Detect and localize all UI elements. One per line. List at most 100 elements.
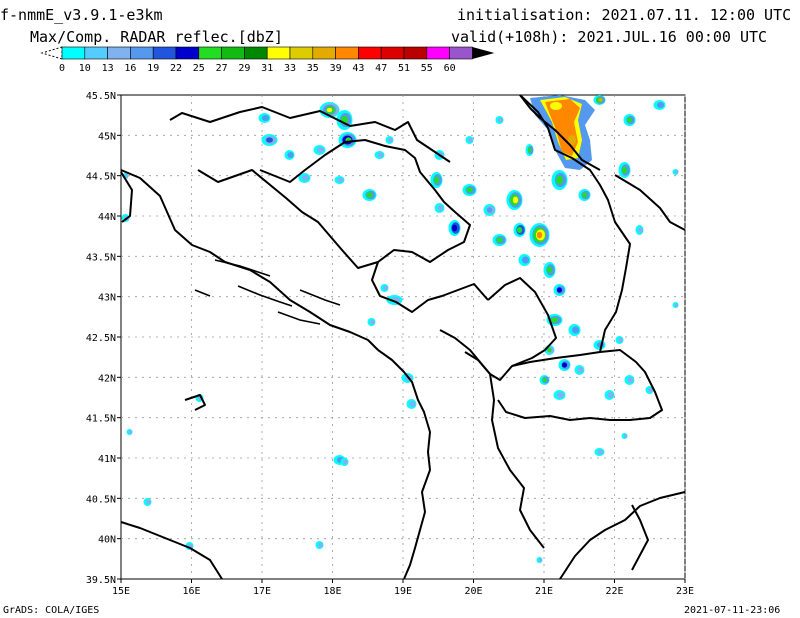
colorbar-box [358,46,382,60]
river-danube [519,94,601,171]
echo-cell [468,137,473,143]
latitude-label: 41N [98,454,116,465]
colorbar-label: 22 [170,63,182,74]
colorbar-label: 29 [238,63,250,74]
echo-cell [377,152,384,158]
colorbar-box [130,46,154,60]
longitude-label: 22E [605,586,623,596]
echo-cell [538,558,543,562]
longitude-label: 19E [394,586,412,596]
colorbar-label: 19 [147,63,159,74]
echo-core [568,135,576,145]
echo-cell [437,205,444,211]
echo-cell [627,377,634,383]
colorbar-label: 51 [398,63,410,74]
colorbar-box [449,46,473,60]
echo-cell [577,367,584,373]
colorbar-label: 33 [284,63,296,74]
latitude-labels: 45.5N 45N 44.5N 44N 43.5N 43N 42.5N 42N 41.5N 41N… [86,91,116,586]
colorbar-label: 31 [261,63,273,74]
echo-cell [146,499,151,505]
echo-cell [607,392,614,398]
colorbar-label: 55 [421,63,433,74]
colorbar-label: 0 [59,63,65,74]
latitude-label: 42.5N [86,333,116,344]
coastlines-borders [120,94,686,580]
colorbar-box [221,46,245,60]
latitude-label: 44.5N [86,172,116,183]
coast-montenegro-albania [377,349,431,580]
echo-cell [383,285,388,291]
colorbar-box [335,46,359,60]
echo-cell [366,192,373,198]
colorbar-box [175,46,200,60]
border-bosnia [197,139,471,269]
border-macedonia [497,349,663,421]
colorbar-label: 43 [352,63,364,74]
echo-cell [337,177,344,183]
echo-cell [556,287,563,293]
colorbar-box [403,46,428,60]
echo-cell [521,256,530,264]
echo-cell [621,166,628,174]
echo-cell [388,137,393,143]
echo-cell [466,187,473,193]
latitude-label: 40N [98,535,116,546]
longitude-label: 20E [464,586,482,596]
footer-timestamp: 2021-07-11-23:06 [684,605,781,616]
echo-cell [674,303,679,307]
latitude-label: 45N [98,131,116,142]
echo-cell [301,175,310,181]
echo-cell [542,377,547,383]
echo-cell [656,102,665,108]
initialisation-time: initialisation: 2021.07.11. 12:00 UTC [457,6,792,24]
colorbar-label: 35 [307,63,319,74]
latitude-label: 42N [98,373,116,384]
echo-cell [561,362,568,368]
echo-cell [261,115,270,121]
echo-cell [638,227,643,233]
echo-cell [527,147,532,153]
echo-cell [547,347,552,353]
echo-cell [496,237,503,243]
colorbar-box [61,46,86,60]
echo-cell [516,227,523,233]
colorbar-label: 25 [193,63,205,74]
echo-cell [343,459,348,465]
echo-cell [486,207,493,213]
latitude-label: 45.5N [86,91,116,102]
colorbar-box [289,46,314,60]
colorbar-box [244,46,268,60]
model-title: f-nmmE_v3.9.1-e3km [0,6,163,24]
echo-cell [648,387,653,393]
coast-istria [120,171,133,223]
colorbar-label: 10 [79,63,91,74]
colorbar-label: 39 [330,63,342,74]
echo-cell [597,449,604,455]
colorbar-label: 13 [102,63,114,74]
echo-cell [370,319,375,325]
echo-cell [326,107,333,113]
echo-cell [433,176,440,184]
echo-cell [316,147,325,153]
echo-cell [266,137,273,143]
longitude-label: 15E [112,586,130,596]
echo-cell [626,117,633,123]
colorbar-box [266,46,291,60]
echo-cell [581,192,588,198]
colorbar-box [84,46,108,60]
echo-core [550,102,562,110]
echo-cell [571,326,580,334]
colorbar-under-arrow [40,46,63,60]
longitude-label: 18E [323,586,341,596]
border-serbia-east [519,94,631,353]
latitude-label: 39.5N [86,575,116,586]
colorbar-label: 47 [375,63,387,74]
echo-cell [128,430,133,434]
coast-italy-heel [120,521,223,580]
coast-chalkidiki [631,504,649,571]
echo-cell [536,231,543,239]
echo-cell [124,174,129,178]
latitude-label: 41.5N [86,414,116,425]
echo-cell [409,401,416,407]
